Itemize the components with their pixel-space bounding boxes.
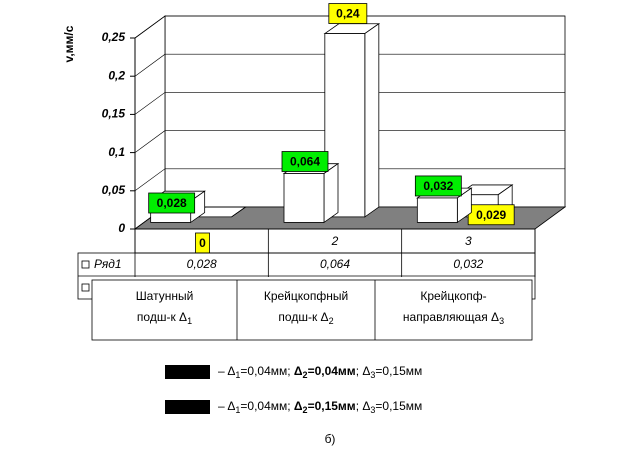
y-axis-label: v,мм/с	[62, 25, 76, 62]
legend-text: =0,04мм;	[240, 364, 294, 378]
grid-line	[134, 168, 565, 192]
grid-line	[134, 130, 565, 153]
legend-text: 3	[370, 370, 375, 380]
grid-line	[134, 53, 565, 77]
legend-text: 2	[303, 370, 308, 380]
legend-text: – Δ	[218, 364, 235, 378]
data-label-box	[281, 151, 329, 172]
legend-text: 1	[235, 405, 240, 415]
category-box-text: подш-к Δ	[278, 310, 328, 324]
data-label: 0,032	[423, 179, 453, 193]
legend-text: =0,15мм	[308, 399, 356, 413]
legend-text: 2	[303, 405, 308, 415]
legend-text: =0,15мм	[375, 399, 422, 413]
x-tick-label: 2	[331, 234, 339, 248]
data-label-box	[414, 175, 462, 197]
table-cell: 0,032	[453, 257, 483, 271]
legend-text: =0,04мм;	[240, 399, 294, 413]
data-label-box	[148, 192, 196, 214]
bar-side	[231, 206, 246, 218]
legend-text: Δ	[294, 364, 303, 378]
legend-text: – Δ	[218, 399, 235, 413]
category-box-line: направляющая Δ3	[403, 310, 504, 326]
bar-side	[323, 162, 339, 224]
category-box-text: направляющая Δ	[403, 310, 499, 324]
data-label: 0	[199, 236, 206, 250]
y-tick-label: 0,05	[102, 183, 126, 197]
bar-front	[416, 197, 458, 223]
legend-text: 3	[370, 405, 375, 415]
category-box-line: подш-к Δ2	[278, 310, 333, 326]
category-box-line: подш-к Δ1	[137, 310, 192, 326]
category-box-line: Шатунный	[136, 289, 194, 303]
bar-front	[283, 173, 325, 223]
y-tick-label: 0,15	[102, 107, 126, 121]
category-box-sub: 2	[329, 316, 334, 326]
category-box-sub: 1	[187, 316, 192, 326]
y-tick-label: 0,2	[108, 68, 125, 82]
category-box-sub: 3	[499, 316, 504, 326]
legend-key	[165, 365, 210, 379]
legend-text: =0,15мм	[375, 364, 422, 378]
category-box-text: подш-к Δ	[137, 310, 187, 324]
table-cell: 0,064	[320, 257, 350, 271]
caption: б)	[325, 432, 336, 446]
legend-entry: – Δ1=0,04мм; Δ2=0,15мм; Δ3=0,15мм	[218, 399, 422, 415]
category-box-line: Крейцкопф-	[420, 289, 486, 303]
legend-text: ; Δ	[356, 364, 371, 378]
table-row-label: Ряд1	[94, 257, 122, 271]
legend-text: 1	[235, 370, 240, 380]
data-label-box	[328, 3, 368, 24]
table-cell: 0,028	[187, 257, 217, 271]
legend-key	[165, 400, 210, 414]
data-label: 0,028	[157, 196, 187, 210]
data-label: 0,029	[476, 208, 506, 222]
bar-side	[364, 22, 380, 218]
data-label: 0,064	[290, 155, 320, 169]
legend-text: ; Δ	[356, 399, 371, 413]
grid-line	[134, 15, 565, 39]
data-label: 0,24	[336, 7, 360, 21]
legend-text: =0,04мм	[308, 364, 356, 378]
table-key	[81, 283, 90, 292]
category-box-line: Крейцкопфный	[264, 289, 348, 303]
bar	[282, 162, 340, 224]
legend-text: Δ	[294, 399, 303, 413]
category-panel	[91, 279, 533, 341]
table-key	[81, 260, 90, 269]
y-tick-label: 0	[118, 221, 125, 235]
y-tick-label: 0,1	[108, 145, 125, 159]
y-tick-label: 0,25	[102, 30, 126, 44]
grid-line	[134, 92, 565, 115]
legend-entry: – Δ1=0,04мм; Δ2=0,04мм; Δ3=0,15мм	[218, 364, 422, 380]
x-tick-label: 3	[465, 234, 472, 248]
